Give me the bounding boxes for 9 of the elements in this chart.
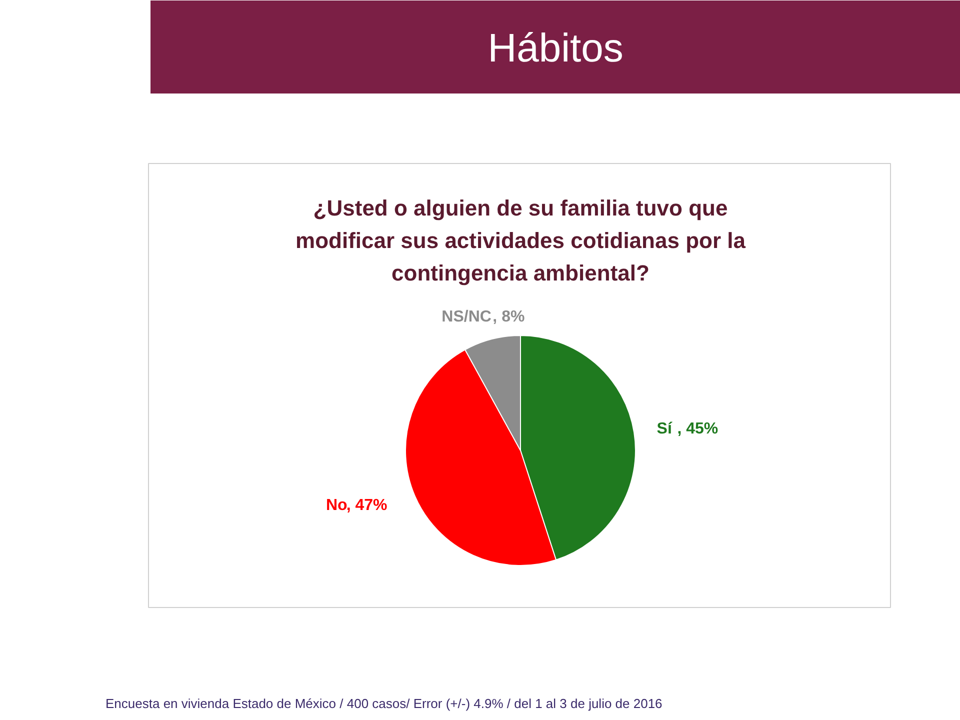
slice-label: No xyxy=(326,496,348,514)
data-label: , 8% xyxy=(492,308,525,326)
data-label: , 45% xyxy=(677,420,718,438)
slice-label: Sí xyxy=(656,420,672,438)
chart-subtitle: ¿Usted o alguien de su familia tuvo que modificar sus actividades cotidianas por la contingencia ambiental? xyxy=(296,196,746,286)
text: Encuesta en vivienda Estado de México / 400 casos/ Error (+/-) 4.9% / del 1 al 3 de julio de 2016 xyxy=(106,696,662,711)
data-label: , 47% xyxy=(346,496,388,514)
slice-label: NS/NC xyxy=(442,308,492,326)
chart-title: Hábitos xyxy=(488,26,624,70)
